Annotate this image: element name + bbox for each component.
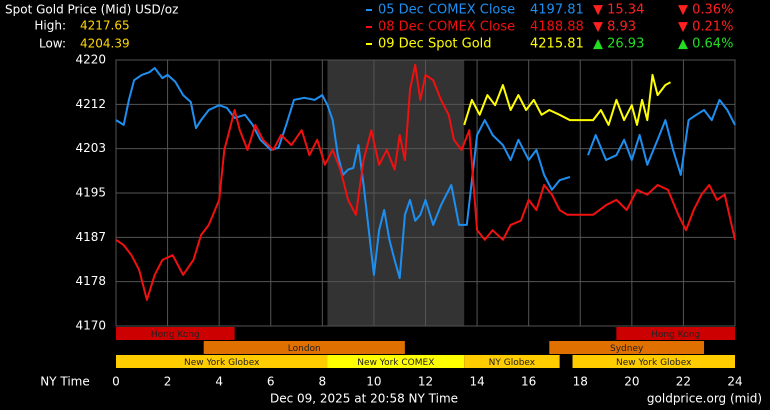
source: goldprice.org (mid) (647, 392, 762, 406)
session-bar (327, 355, 465, 368)
x-tick-label: 0 (112, 375, 120, 389)
price-line (587, 98, 736, 176)
y-tick-label: 4195 (75, 186, 106, 200)
session-label: Hong Kong (651, 330, 700, 340)
x-tick-label: 10 (366, 375, 381, 389)
y-tick-label: 4203 (75, 141, 106, 155)
session-bar (616, 327, 735, 340)
session-bar (549, 341, 705, 354)
y-tick-label: 4170 (75, 319, 106, 333)
y-tick-label: 4212 (75, 97, 106, 111)
legend-change: ▼ 15.34 (593, 3, 644, 18)
legend-last: 4197.81 (530, 3, 584, 18)
chart-title: Spot Gold Price (Mid) USD/oz (5, 3, 178, 17)
session-bar (116, 355, 328, 368)
session-bar (116, 327, 235, 340)
session-label: Hong Kong (151, 330, 200, 340)
session-bar (572, 355, 735, 368)
legend-change: ▲ 26.93 (593, 37, 644, 52)
legend-name: 08 Dec COMEX Close (378, 20, 515, 35)
x-axis-label: NY Time (40, 375, 90, 389)
session-label: New York Globex (616, 358, 692, 368)
session-label: Sydney (610, 344, 644, 354)
legend-change-pct: ▼ 0.21% (678, 20, 733, 35)
y-tick-label: 4187 (75, 230, 106, 244)
low-label: Low: (39, 37, 66, 51)
price-line (115, 67, 571, 280)
low-value: 4204.39 (80, 37, 130, 51)
x-tick-label: 20 (624, 375, 639, 389)
y-tick-label: 4220 (75, 53, 106, 67)
y-tick-label: 4178 (75, 274, 106, 288)
session-label: New York Globex (184, 358, 260, 368)
session-label: New York COMEX (357, 358, 434, 368)
x-tick-label: 8 (319, 375, 327, 389)
x-tick-label: 22 (676, 375, 691, 389)
x-tick-label: 12 (418, 375, 433, 389)
session-bar (203, 341, 405, 354)
legend-name: 05 Dec COMEX Close (378, 3, 515, 18)
x-tick-label: 16 (521, 375, 536, 389)
high-value: 4217.65 (80, 19, 130, 33)
legend-last: 4188.88 (530, 20, 584, 35)
x-tick-label: 2 (164, 375, 172, 389)
price-line (463, 73, 671, 126)
legend-name: 09 Dec Spot Gold (378, 37, 492, 52)
legend-change-pct: ▲ 0.64% (678, 37, 733, 52)
legend-change-pct: ▼ 0.36% (678, 3, 733, 18)
x-tick-label: 4 (215, 375, 223, 389)
x-tick-label: 24 (727, 375, 742, 389)
session-bar (464, 355, 560, 368)
x-tick-label: 18 (573, 375, 588, 389)
high-label: High: (34, 19, 66, 33)
session-label: London (288, 344, 321, 354)
x-tick-label: 14 (469, 375, 484, 389)
footer-date: Dec 09, 2025 at 20:58 NY Time (270, 392, 458, 406)
session-label: NY Globex (489, 358, 536, 368)
legend-last: 4215.81 (530, 37, 584, 52)
price-line (115, 63, 736, 301)
legend-change: ▼ 8.93 (593, 20, 636, 35)
x-tick-label: 6 (267, 375, 275, 389)
